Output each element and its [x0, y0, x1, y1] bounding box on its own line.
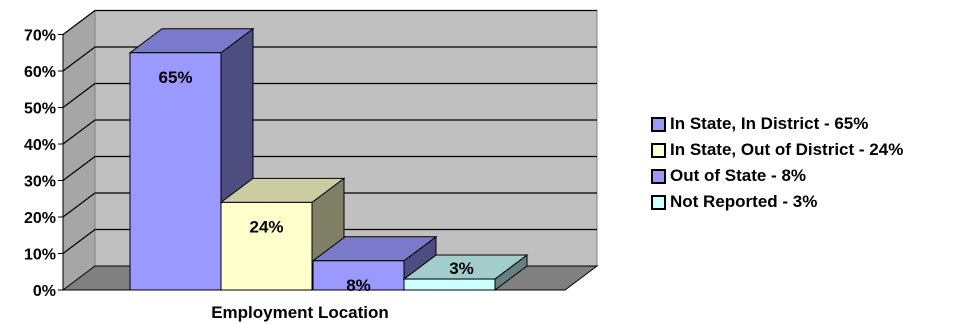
bar-front	[129, 52, 222, 291]
legend-item: In State, In District - 65%	[651, 111, 956, 137]
y-tick-label: 0%	[33, 283, 56, 300]
y-tick-label: 10%	[24, 247, 56, 264]
gridline	[62, 155, 597, 181]
data-label: 8%	[346, 276, 371, 295]
y-tick-label: 40%	[24, 137, 56, 154]
gridline	[62, 228, 597, 254]
legend: In State, In District - 65% In State, Out…	[651, 111, 956, 215]
legend-label: In State, In District - 65%	[670, 114, 869, 133]
legend-item: Not Reported - 3%	[651, 189, 956, 215]
legend-item: Out of State - 8%	[651, 163, 956, 189]
gridline	[62, 9, 597, 35]
y-tick-label: 60%	[24, 64, 56, 81]
legend-swatch	[651, 142, 666, 158]
data-label: 3%	[449, 259, 474, 278]
side-wall	[62, 9, 96, 291]
legend-label: Out of State - 8%	[670, 166, 807, 185]
y-tick-label: 20%	[24, 210, 56, 227]
y-tick-label: 70%	[24, 28, 56, 45]
bar	[311, 235, 438, 291]
gridline	[62, 192, 597, 218]
legend-label: In State, Out of District - 24%	[670, 140, 904, 159]
data-label: 65%	[158, 68, 192, 87]
y-tick-label: 30%	[24, 174, 56, 191]
gridline	[62, 82, 597, 108]
legend-item: In State, Out of District - 24%	[651, 137, 956, 163]
y-tick-label: 50%	[24, 101, 56, 118]
legend-label: Not Reported - 3%	[670, 192, 818, 211]
bars	[128, 27, 529, 291]
bar	[402, 254, 529, 291]
gridline	[62, 119, 597, 145]
legend-swatch	[651, 168, 666, 184]
data-labels: 65% 24% 8% 3%	[158, 68, 473, 295]
data-label: 24%	[249, 217, 283, 236]
gridline	[62, 46, 597, 72]
legend-swatch	[651, 194, 666, 210]
legend-swatch	[651, 116, 666, 132]
bar-front	[220, 201, 313, 291]
bar-front	[403, 278, 496, 291]
bar-front	[312, 260, 405, 291]
gridlines	[62, 9, 597, 254]
x-axis-title: Employment Location	[211, 303, 389, 322]
